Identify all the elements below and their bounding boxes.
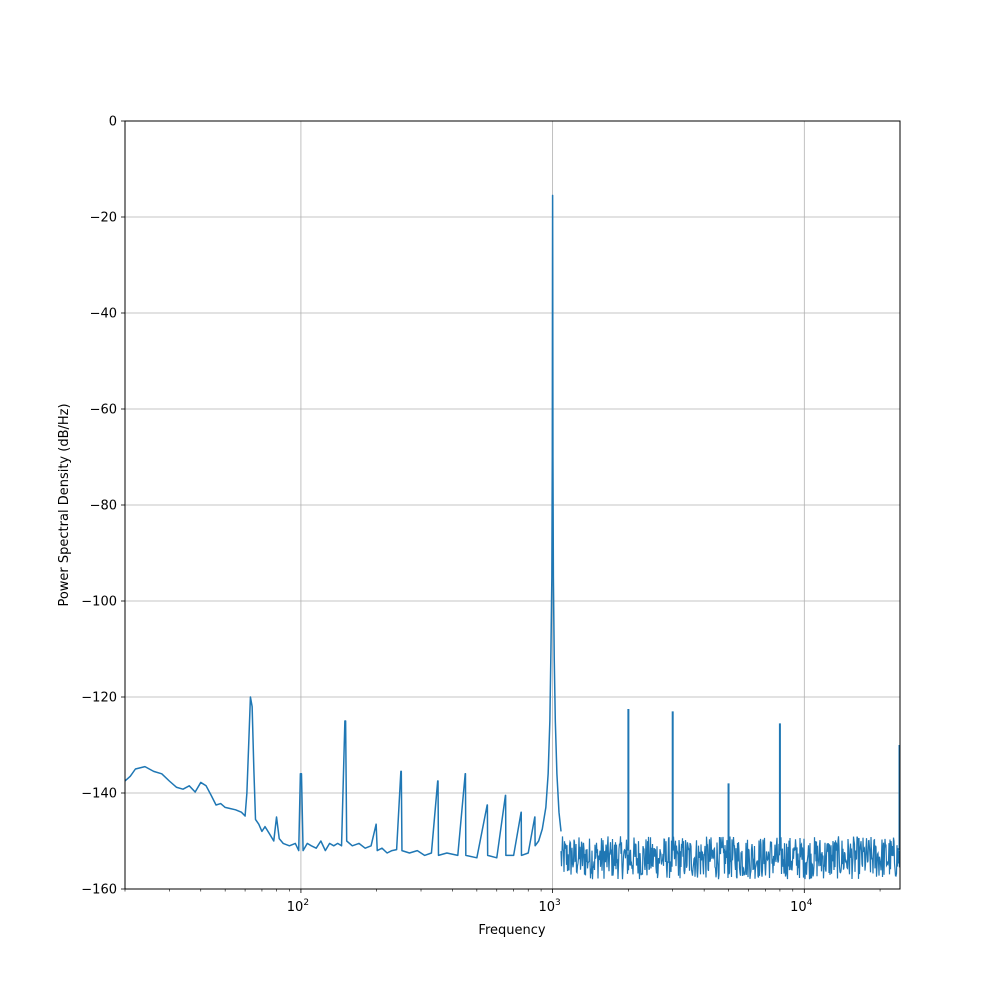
x-axis-label: Frequency [478,923,545,938]
x-tick-label: 102 [287,898,309,915]
y-tick-label: −40 [90,307,117,322]
series-line [125,194,562,859]
y-tick-label: −20 [90,211,117,226]
y-tick-label: −160 [81,883,117,898]
x-tick-exponent: 3 [555,898,561,908]
y-tick-label: −80 [90,499,117,514]
x-tick-base: 10 [287,900,304,915]
grid-lines [125,121,900,889]
y-tick-label: −120 [81,691,117,706]
y-tick-label: −140 [81,787,117,802]
y-axis-label: Power Spectral Density (dB/Hz) [57,403,72,606]
x-tick-label: 104 [790,898,813,915]
y-tick-label: −60 [90,403,117,418]
series-noise-floor [560,836,900,880]
x-tick-exponent: 4 [807,898,813,908]
x-tick-base: 10 [538,900,555,915]
y-tick-label: −100 [81,595,117,610]
x-tick-exponent: 2 [303,898,309,908]
x-tick-label: 103 [538,898,560,915]
x-tick-base: 10 [790,900,807,915]
y-axis: 0 −20 −40 −60 −80 −100 −120 −140 −160 [81,115,125,898]
y-tick-label: 0 [109,115,117,130]
x-axis: 102 103 104 [124,889,881,915]
